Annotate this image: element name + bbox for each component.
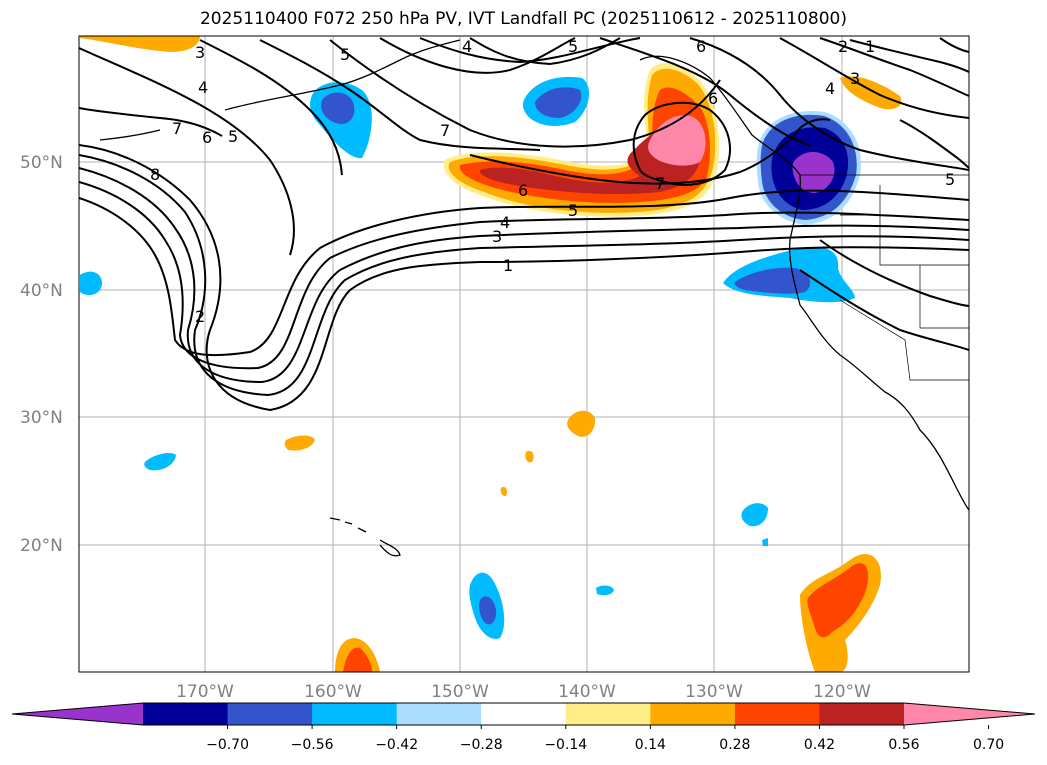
lon-label: 150°W: [431, 682, 489, 702]
lon-label: 170°W: [176, 682, 234, 702]
contour-label: 7: [440, 121, 450, 140]
colorbar-tick-label: 0.14: [635, 737, 666, 753]
contour-label: 8: [150, 165, 160, 184]
colorbar-tick-label: 0.70: [973, 737, 1004, 753]
colorbar-segment: [312, 703, 398, 725]
colorbar-segment: [143, 703, 229, 725]
colorbar-tick-label: −0.56: [291, 737, 334, 753]
colorbar-segment: [650, 703, 736, 725]
map-title: 2025110400 F072 250 hPa PV, IVT Landfall…: [199, 9, 847, 29]
latitude-labels: 50°N 40°N 30°N 20°N: [20, 153, 63, 556]
lon-label: 140°W: [558, 682, 616, 702]
lon-label: 130°W: [685, 682, 743, 702]
contour-label: 1: [503, 256, 513, 275]
contour-label: 5: [340, 45, 350, 64]
lon-label: 120°W: [813, 682, 871, 702]
contour-label: 1: [865, 37, 875, 56]
lat-label: 20°N: [20, 536, 63, 556]
contour-label: 4: [462, 37, 472, 56]
contour-label: 5: [568, 37, 578, 56]
lat-label: 30°N: [20, 408, 63, 428]
colorbar-segment: [396, 703, 482, 725]
colorbar-tick-label: 0.56: [888, 737, 919, 753]
contour-label: 2: [838, 37, 848, 56]
contour-label: 7: [655, 174, 665, 193]
colorbar-tick-label: −0.42: [375, 737, 418, 753]
colorbar: −0.70 −0.56 −0.42 −0.28 −0.14 0.14 0.28 0.42 0.5…: [11, 702, 1036, 753]
contour-label: 6: [708, 89, 718, 108]
contour-label: 3: [195, 43, 205, 62]
pv-contours: [79, 37, 969, 412]
colorbar-extend-low: [12, 703, 143, 725]
colorbar-segment: [481, 703, 567, 725]
colorbar-outline: [11, 702, 1036, 726]
colorbar-tick-label: −0.70: [206, 737, 249, 753]
contour-label: 4: [500, 213, 510, 232]
colorbar-tick-label: 0.42: [804, 737, 835, 753]
contour-labels: 1 2 3 4 5 6 7 8 3 4 5 6 7 5 6 5 4 3 2 1 …: [150, 37, 955, 326]
contour-label: 7: [172, 119, 182, 138]
contour-label: 5: [945, 170, 955, 189]
contour-label: 6: [202, 128, 212, 147]
lon-label: 160°W: [304, 682, 362, 702]
coastlines: [99, 39, 969, 557]
colorbar-tick-label: 0.28: [719, 737, 750, 753]
colorbar-tick-label: −0.28: [460, 737, 503, 753]
contour-label: 5: [228, 127, 238, 146]
contour-label: 4: [825, 79, 835, 98]
lat-label: 50°N: [20, 153, 63, 173]
colorbar-segment: [565, 703, 651, 725]
longitude-labels: 170°W 160°W 150°W 140°W 130°W 120°W: [176, 682, 871, 702]
borders: [800, 174, 969, 381]
contour-label: 6: [696, 37, 706, 56]
map-frame: [78, 35, 970, 673]
colorbar-segment: [734, 703, 820, 725]
lat-label: 40°N: [20, 281, 63, 301]
colorbar-extend-high: [904, 703, 1035, 725]
contour-label: 2: [195, 307, 205, 326]
colorbar-tick-label: −0.14: [544, 737, 587, 753]
colorbar-segment: [819, 703, 905, 725]
contour-label: 6: [518, 181, 528, 200]
contour-label: 5: [568, 201, 578, 220]
colorbar-segment: [227, 703, 313, 725]
contour-label: 3: [850, 69, 860, 88]
contour-label: 4: [198, 78, 208, 97]
contour-label: 3: [492, 227, 502, 246]
